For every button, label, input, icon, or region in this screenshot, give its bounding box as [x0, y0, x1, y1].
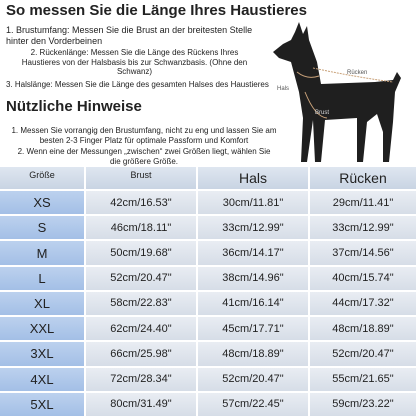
size-cell: 5XL: [0, 392, 84, 416]
value-cell: 55cm/21.65": [310, 367, 416, 391]
value-cell: 37cm/14.56": [310, 241, 416, 265]
value-cell: 52cm/20.47": [86, 266, 196, 290]
column-header: Größe: [0, 167, 84, 189]
value-cell: 62cm/24.40": [86, 317, 196, 341]
value-cell: 33cm/12.99": [198, 216, 308, 240]
instruction: 3. Halslänge: Messen Sie die Länge des g…: [6, 80, 269, 89]
value-cell: 48cm/18.89": [198, 342, 308, 366]
hint: 2. Wenn eine der Messungen „zwischen“ zw…: [17, 147, 271, 166]
value-cell: 38cm/14.96": [198, 266, 308, 290]
column-header: Hals: [198, 167, 308, 189]
column-header: Brust: [86, 167, 196, 189]
size-cell: XS: [0, 191, 84, 215]
dog-illustration: Rücken Hals Brust: [273, 22, 401, 162]
value-cell: 66cm/25.98": [86, 342, 196, 366]
value-cell: 58cm/22.83": [86, 291, 196, 316]
size-cell: XL: [0, 291, 84, 316]
instruction: 2. Rückenlänge: Messen Sie die Länge des…: [21, 48, 248, 76]
value-cell: 57cm/22.45": [198, 392, 308, 416]
value-cell: 46cm/18.11": [86, 216, 196, 240]
hints-title: Nützliche Hinweise: [6, 98, 142, 115]
value-cell: 72cm/28.34": [86, 367, 196, 391]
size-cell: S: [0, 216, 84, 240]
value-cell: 40cm/15.74": [310, 266, 416, 290]
value-cell: 80cm/31.49": [86, 392, 196, 416]
value-cell: 30cm/11.81": [198, 191, 308, 215]
value-cell: 42cm/16.53": [86, 191, 196, 215]
size-table: Größe Brust Hals Rücken XS 42cm/16.53" 30cm/11…: [0, 167, 416, 416]
value-cell: 29cm/11.41": [310, 191, 416, 215]
size-cell: 4XL: [0, 367, 84, 391]
size-cell: 3XL: [0, 342, 84, 366]
title: So messen Sie die Länge Ihres Haustieres: [6, 2, 307, 19]
value-cell: 59cm/23.22": [310, 392, 416, 416]
value-cell: 52cm/20.47": [310, 342, 416, 366]
size-cell: XXL: [0, 317, 84, 341]
instruction: 1. Brustumfang: Messen Sie die Brust an …: [6, 25, 253, 46]
value-cell: 33cm/12.99": [310, 216, 416, 240]
value-cell: 41cm/16.14": [198, 291, 308, 316]
value-cell: 45cm/17.71": [198, 317, 308, 341]
size-cell: M: [0, 241, 84, 265]
value-cell: 50cm/19.68": [86, 241, 196, 265]
value-cell: 52cm/20.47": [198, 367, 308, 391]
hint: 1. Messen Sie vorrangig den Brustumfang,…: [11, 126, 277, 145]
value-cell: 36cm/14.17": [198, 241, 308, 265]
value-cell: 48cm/18.89": [310, 317, 416, 341]
column-header: Rücken: [310, 167, 416, 189]
dog-label: Rücken: [347, 70, 367, 76]
size-cell: L: [0, 266, 84, 290]
dog-label: Brust: [315, 110, 329, 116]
dog-label: Hals: [277, 86, 289, 92]
value-cell: 44cm/17.32": [310, 291, 416, 316]
